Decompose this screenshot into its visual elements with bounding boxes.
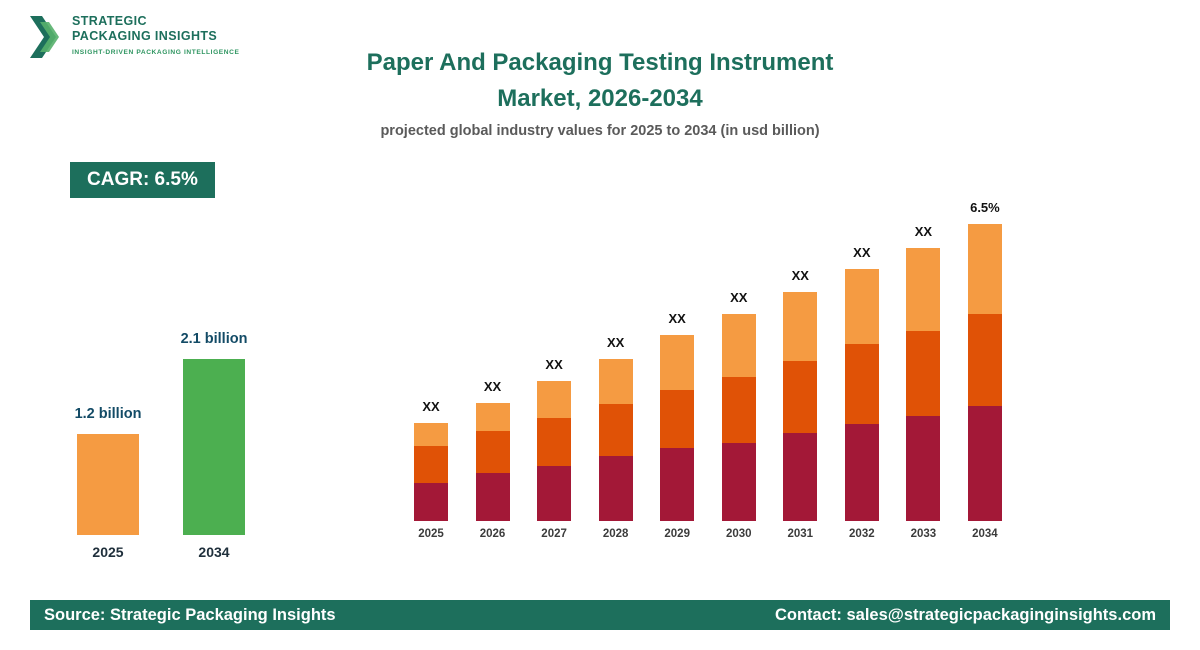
bar-segment-bottom [783,433,818,521]
bar-segment-bottom [844,424,879,521]
bar-segment-top [414,423,448,446]
stacked-bar-year-label: 2034 [972,528,998,540]
stacked-market-chart: XX 2025 XX 2026 XX 2027 XX 2028 XX 2029 XX 2030 XX 20… [412,200,1004,540]
stacked-bar-year-label: 2028 [602,528,629,540]
stacked-bar-year-label: 2025 [418,528,444,540]
mini-bar-value-label: 2.1 billion [180,331,248,347]
page-subtitle: projected global industry values for 202… [380,123,820,139]
stacked-bar-top-label: XX [483,379,502,394]
bar-segment-top [660,335,695,390]
brand-logo: STRATEGIC PACKAGING INSIGHTS INSIGHT-DRI… [30,14,240,60]
bar-segment-middle [844,344,879,424]
stacked-bar-year-label: 2031 [787,528,814,540]
stacked-bar-group-2033: XX 2033 [904,224,942,540]
bar-segment-bottom [906,416,941,521]
stacked-bar [721,314,756,521]
stacked-bar-group-2029: XX 2029 [658,311,696,540]
bar-segment-top [598,359,633,404]
bar-segment-top [537,381,572,418]
bar-segment-bottom [537,466,572,521]
stacked-bar-year-label: 2029 [664,528,690,540]
stacked-bar-group-2031: XX 2031 [781,268,819,540]
bar-segment-bottom [660,448,695,521]
stacked-bar [660,335,695,521]
brand-name-line1: STRATEGIC [72,14,147,28]
mini-bar-year-label: 2034 [198,544,230,560]
mini-bar-group-2025: 1.2 billion 2025 [74,406,142,560]
stacked-bar [537,381,572,521]
bar-segment-middle [967,314,1002,406]
footer-source: Source: Strategic Packaging Insights [44,605,336,624]
footer-contact: Contact: sales@strategicpackaginginsight… [774,605,1156,624]
stacked-bar-year-label: 2027 [541,528,567,540]
stacked-bar [967,224,1002,521]
bar-segment-middle [475,431,510,473]
stacked-bar-top-label: 6.5% [970,200,1000,215]
chevron-logo-icon [30,16,59,58]
stacked-bar-top-label: XX [606,335,625,350]
bar-segment-top [721,314,756,377]
bar-segment-middle [598,404,633,456]
bar-segment-bottom [475,473,510,521]
stacked-bar [783,292,818,521]
stacked-bar-year-label: 2032 [849,528,875,540]
stacked-bar-group-2025: XX 2025 [412,399,450,540]
bar-segment-bottom [414,483,448,521]
brand-name: STRATEGIC PACKAGING INSIGHTS INSIGHT-DRI… [72,14,240,56]
bar-segment-bottom [721,443,756,521]
mini-bar [183,359,245,535]
stacked-bar [414,423,448,521]
footer-bar: Source: Strategic Packaging Insights Con… [30,600,1170,630]
stacked-bar [906,248,941,521]
page-title-line2: Market, 2026-2034 [497,85,703,112]
stacked-bar-year-label: 2033 [910,528,937,540]
stacked-bar-top-label: XX [914,224,933,239]
stacked-bar-top-label: XX [853,245,871,260]
stacked-bar-year-label: 2026 [479,528,506,540]
stacked-bar-top-label: XX [791,268,809,283]
bar-segment-top [475,403,510,431]
header: Paper And Packaging Testing Instrument M… [0,45,1200,139]
bar-segment-top [906,248,941,331]
stacked-bar-group-2030: XX 2030 [720,290,758,540]
bar-segment-middle [537,418,572,466]
bar-segment-middle [414,446,448,483]
bar-segment-top [844,269,879,344]
cagr-badge: CAGR: 6.5% [70,162,215,198]
mini-bar-group-2034: 2.1 billion 2034 [180,331,248,560]
brand-tagline: INSIGHT-DRIVEN PACKAGING INTELLIGENCE [72,49,240,56]
bar-segment-top [967,224,1002,314]
bar-segment-top [783,292,818,361]
bar-segment-bottom [967,406,1002,521]
stacked-bar-top-label: XX [668,311,686,326]
stacked-bar-top-label: XX [422,399,440,414]
bar-segment-bottom [598,456,633,521]
bar-segment-middle [660,390,695,448]
mini-bar-value-label: 1.2 billion [74,406,142,422]
bar-segment-middle [721,377,756,443]
stacked-bar [844,269,879,521]
brand-name-line2: PACKAGING INSIGHTS [72,29,218,43]
page-title-line1: Paper And Packaging Testing Instrument [366,49,834,76]
stacked-bar [598,359,633,521]
bar-segment-middle [783,361,818,433]
mini-bar [77,434,139,535]
stacked-bar-top-label: XX [730,290,748,305]
mini-bar-year-label: 2025 [92,544,124,560]
bar-segment-middle [906,331,941,416]
stacked-bar-group-2034: 6.5% 2034 [966,200,1004,540]
stacked-bar-group-2026: XX 2026 [474,379,512,540]
stacked-bar-year-label: 2030 [725,528,752,540]
stacked-bar-group-2027: XX 2027 [535,357,573,540]
stacked-bar [475,403,510,521]
stacked-bar-group-2032: XX 2032 [843,245,881,540]
stacked-bar-group-2028: XX 2028 [597,335,635,540]
stacked-bar-top-label: XX [545,357,563,372]
comparison-chart: 1.2 billion 2025 2.1 billion 2034 [74,310,248,560]
